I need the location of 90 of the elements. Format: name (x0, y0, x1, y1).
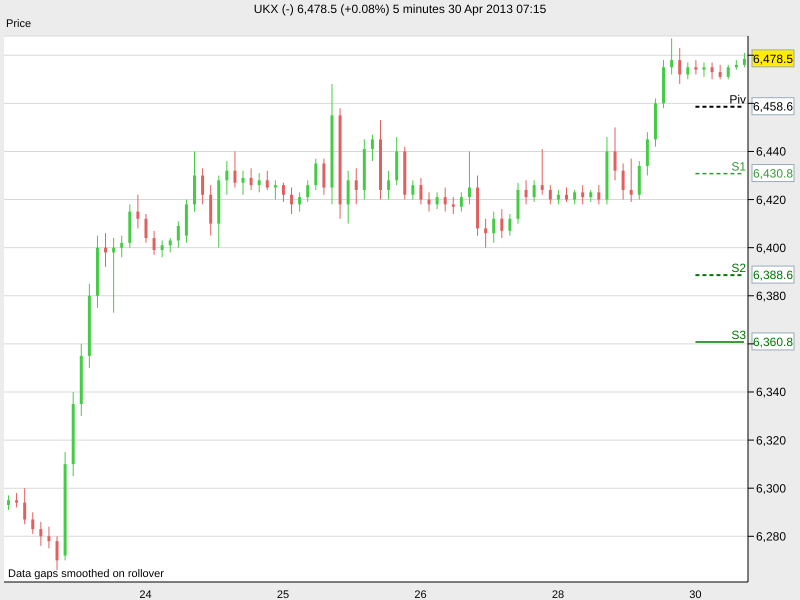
ref-line-label: Piv (729, 92, 746, 107)
candlestick (15, 492, 18, 508)
candlestick (250, 168, 253, 190)
candlestick (452, 196, 455, 214)
candlestick (225, 160, 228, 196)
x-tick-label: 30 (689, 588, 702, 600)
candlestick (112, 238, 116, 314)
text: 6,388.6 (752, 268, 794, 282)
ref-line-label: S2 (731, 261, 746, 276)
candlestick (581, 184, 584, 205)
candlestick (484, 218, 488, 248)
candlestick (419, 177, 422, 205)
candlestick (565, 187, 568, 202)
candlestick (540, 148, 544, 196)
y-tick-label: 6,320 (756, 433, 786, 448)
x-tick-label: 25 (276, 588, 290, 600)
candlestick (718, 64, 722, 80)
x-tick-label: 24 (139, 588, 152, 600)
y-tick-label: 6,300 (756, 481, 786, 496)
text: 6,430.8 (752, 166, 794, 181)
candlestick (370, 134, 374, 162)
candlestick (597, 184, 600, 205)
y-tick-label: 6,380 (756, 289, 786, 304)
candlestick (589, 189, 592, 202)
candlestick (39, 521, 42, 546)
x-tick-label: 26 (414, 588, 427, 600)
candlestick (742, 52, 746, 68)
annotation: Data gaps smoothed on rollover (8, 568, 164, 580)
candlestick (120, 235, 124, 258)
candlestick (436, 192, 439, 210)
candlestick (460, 192, 463, 212)
candlestick (678, 48, 682, 85)
text: 6,478.5 (752, 52, 794, 66)
candlestick (710, 62, 714, 80)
candlestick (444, 187, 447, 212)
y-tick-label: 6,420 (756, 192, 786, 207)
candlestick (734, 60, 738, 70)
candlestick (242, 170, 245, 196)
candlestick (686, 62, 690, 80)
candlestick (160, 240, 164, 258)
candlestick (258, 172, 261, 193)
candlestick (428, 192, 431, 212)
candlestick (670, 38, 674, 75)
candlestick (573, 189, 576, 205)
candlestick (492, 211, 496, 244)
x-tick-label: 28 (552, 588, 564, 600)
y-tick-label: 6,340 (756, 385, 786, 400)
candlestick (298, 192, 302, 212)
y-axis-title: Price (6, 18, 32, 30)
candlestick (31, 512, 34, 534)
candlestick (201, 168, 204, 205)
candlestick (47, 526, 50, 549)
candlestick (532, 180, 536, 202)
candlestick (274, 180, 277, 200)
ref-line-label: S3 (731, 328, 746, 342)
candlestick (136, 194, 140, 229)
candlestick (500, 208, 504, 239)
candlestick (176, 220, 180, 248)
y-tick-label: 6,280 (756, 530, 786, 544)
candlestick (233, 150, 236, 188)
candlestick (104, 232, 108, 268)
candlestick (7, 494, 10, 510)
candlestick (290, 187, 294, 214)
text: 6,360.8 (752, 334, 794, 349)
candlestick (306, 180, 310, 202)
y-tick-label: 6,440 (756, 144, 786, 159)
candlestick (354, 168, 358, 205)
candlestick (266, 170, 269, 190)
chart-title: UKX (-) 6,478.5 (+0.08%) 5 minutes 30 Apr 2013 07:15 (252, 1, 548, 18)
candlestick (524, 180, 528, 205)
candlestick (622, 162, 625, 200)
candlestick (630, 158, 633, 202)
y-tick-label: 6,400 (756, 240, 786, 255)
candlestick (152, 230, 156, 256)
candlestick (314, 158, 318, 190)
candlestick (23, 488, 26, 525)
ref-line-label: S1 (731, 160, 746, 174)
candlestick (556, 189, 560, 205)
candlestick (508, 213, 512, 236)
candlestick (614, 126, 617, 181)
candlestick (144, 213, 148, 244)
candlestick (168, 238, 172, 253)
candlestick (387, 170, 390, 200)
candlestick (548, 184, 552, 205)
candlestick (726, 64, 730, 80)
candlestick (56, 536, 59, 570)
candlestick (282, 182, 285, 202)
candlestick (411, 180, 414, 200)
text: 6,458.6 (752, 100, 794, 114)
candlestick (468, 150, 471, 205)
